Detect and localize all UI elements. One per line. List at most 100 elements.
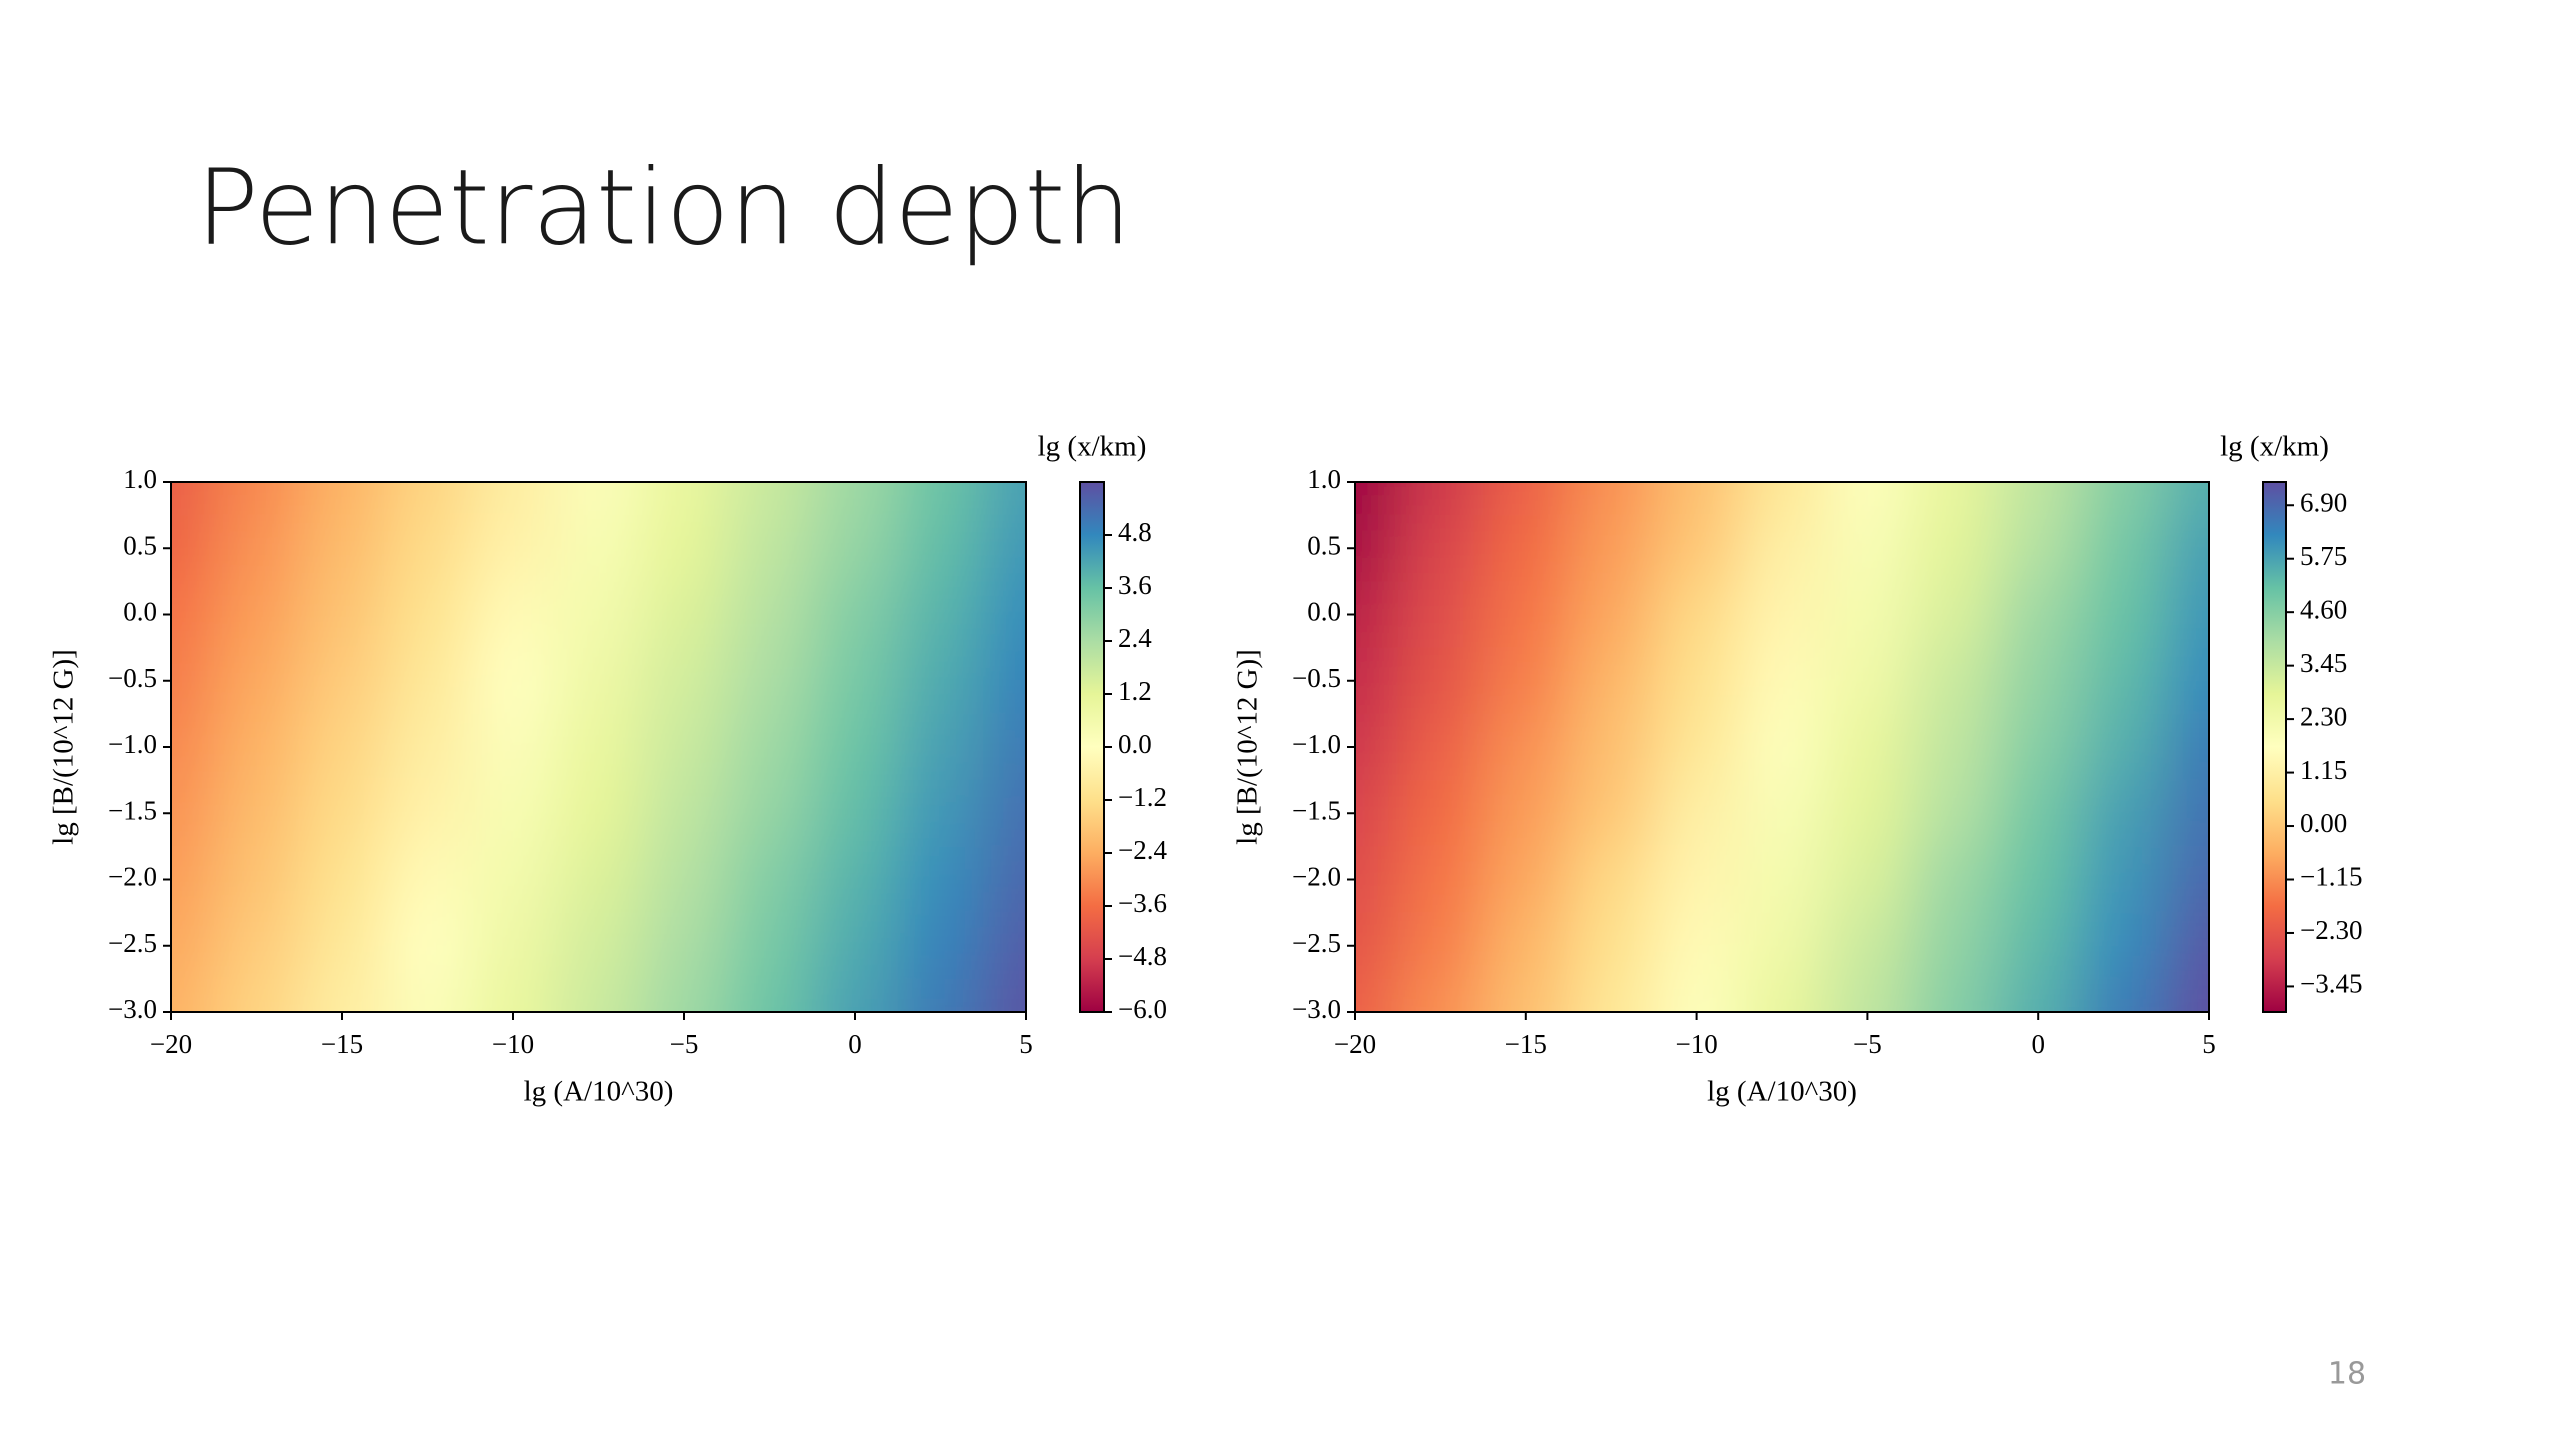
heatmap-cell	[1910, 482, 1997, 517]
heatmap-cell	[384, 647, 472, 715]
heatmap-cell	[641, 581, 728, 649]
y-tick-label: −2.0	[1292, 862, 1341, 892]
heatmap-cell	[812, 647, 899, 715]
heatmap-cell	[1568, 912, 1655, 980]
heatmap-cell	[1653, 846, 1741, 914]
colorbar	[2262, 481, 2287, 1013]
heatmap-cell	[171, 780, 215, 848]
heatmap-cell	[171, 581, 215, 649]
heatmap-cell	[555, 713, 643, 782]
heatmap-cell	[641, 482, 728, 517]
heatmap-cell	[1355, 846, 1399, 914]
heatmap-cell	[983, 482, 1026, 517]
heatmap-cell	[384, 713, 472, 782]
heatmap-cell	[1739, 581, 1826, 649]
heatmap-cell	[1739, 482, 1826, 517]
heatmap-cell	[1397, 912, 1485, 980]
x-tick-label: −20	[1334, 1029, 1376, 1059]
heatmap-cell	[2166, 713, 2209, 782]
colorbar-tick-label: −4.8	[1118, 941, 1167, 971]
heatmap-cell	[726, 515, 814, 583]
heatmap-cell	[470, 581, 557, 649]
heatmap-cell	[2166, 581, 2209, 649]
x-tick-label: 0	[848, 1029, 862, 1059]
heatmap-cell	[1995, 780, 2082, 848]
heatmap-cell	[555, 978, 643, 1012]
heatmap-cell	[1653, 978, 1741, 1012]
y-tick-label: −1.5	[108, 795, 157, 825]
heatmap-cell	[897, 978, 985, 1012]
heatmap-cell	[1739, 846, 1826, 914]
heatmap-cell	[299, 713, 386, 782]
x-tick-label: −5	[1853, 1029, 1882, 1059]
colorbar-tick-label: −3.6	[1118, 888, 1167, 918]
heatmap-cell	[2166, 846, 2209, 914]
heatmap-cell	[213, 515, 301, 583]
heatmap-cell	[1397, 780, 1485, 848]
heatmap-cell	[1568, 978, 1655, 1012]
heatmap	[171, 482, 1026, 1012]
heatmap-cell	[1355, 978, 1399, 1012]
y-axis-label: lg [B/(10^12 G)]	[1232, 649, 1264, 845]
y-tick-label: 0.5	[1307, 530, 1341, 560]
heatmap-cell	[1995, 978, 2082, 1012]
heatmap-cell	[299, 647, 386, 715]
colorbar-tick-label: −2.30	[2300, 915, 2362, 945]
heatmap-cell	[897, 581, 985, 649]
heatmap-cell	[1910, 515, 1997, 583]
x-axis-label: lg (A/10^30)	[524, 1076, 674, 1108]
heatmap-cell	[1483, 912, 1570, 980]
heatmap-cell	[726, 846, 814, 914]
heatmap-cell	[171, 713, 215, 782]
heatmap-cell	[983, 581, 1026, 649]
heatmap-cell	[1824, 846, 1912, 914]
heatmap-cell	[1397, 581, 1485, 649]
heatmap-cell	[470, 978, 557, 1012]
heatmap-cell	[1824, 978, 1912, 1012]
heatmap-cell	[2080, 912, 2168, 980]
heatmap-cell	[1824, 713, 1912, 782]
heatmap-cell	[726, 581, 814, 649]
heatmap-cell	[1355, 647, 1399, 715]
x-tick-label: 5	[1019, 1029, 1033, 1059]
colorbar-tick-label: 6.90	[2300, 487, 2347, 517]
colorbar-tick-label: −6.0	[1118, 994, 1167, 1024]
heatmap-cell	[1824, 482, 1912, 517]
colorbar-tick-label: −3.45	[2300, 969, 2362, 999]
page-number: 18	[2328, 1357, 2366, 1392]
heatmap-cell	[1483, 713, 1570, 782]
heatmap-cell	[1739, 912, 1826, 980]
heatmap-cell	[1995, 482, 2082, 517]
heatmap-cell	[812, 515, 899, 583]
x-tick-label: 5	[2202, 1029, 2216, 1059]
heatmap-cell	[983, 846, 1026, 914]
heatmap-cell	[897, 647, 985, 715]
heatmap-cell	[1568, 581, 1655, 649]
colorbar-tick-label: 2.30	[2300, 701, 2347, 731]
y-tick-label: 0.5	[123, 530, 157, 560]
heatmap-cell	[2080, 515, 2168, 583]
heatmap-cell	[213, 780, 301, 848]
heatmap-cell	[2080, 780, 2168, 848]
heatmap-cell	[897, 846, 985, 914]
y-tick-label: −1.0	[1292, 729, 1341, 759]
heatmap-cell	[555, 482, 643, 517]
colorbar-tick-label: −1.15	[2300, 862, 2362, 892]
y-tick-label: −2.5	[1292, 928, 1341, 958]
heatmap-cell	[1568, 780, 1655, 848]
heatmap-cell	[1824, 647, 1912, 715]
heatmap-cell	[299, 515, 386, 583]
heatmap-cell	[2166, 912, 2209, 980]
colorbar-tick-label: 4.60	[2300, 594, 2347, 624]
colorbar-tick-label: −2.4	[1118, 835, 1167, 865]
heatmap-cell	[726, 780, 814, 848]
heatmap-cell	[171, 846, 215, 914]
heatmap-cell	[171, 978, 215, 1012]
x-tick-label: −5	[670, 1029, 699, 1059]
heatmap-cell	[171, 912, 215, 980]
x-tick-label: −20	[150, 1029, 192, 1059]
heatmap-cell	[2080, 978, 2168, 1012]
heatmap-cell	[299, 581, 386, 649]
y-tick-label: −1.5	[1292, 795, 1341, 825]
